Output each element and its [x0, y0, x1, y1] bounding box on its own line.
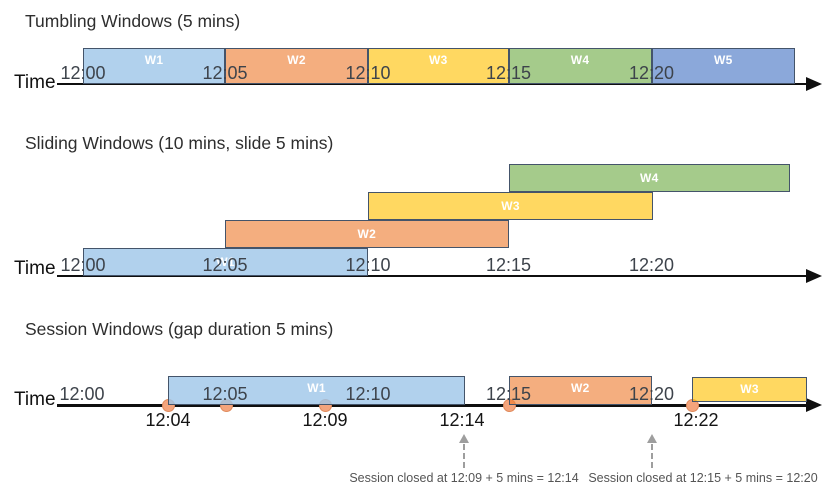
window-label: W3: [740, 382, 759, 396]
tumbling-window-w5: W5: [651, 48, 795, 84]
window-label: W2: [287, 53, 306, 67]
event-time-label: 12:22: [673, 410, 719, 430]
window-label: W1: [216, 255, 235, 269]
session-section-title: Session Windows (gap duration 5 mins): [25, 319, 334, 339]
dashed-arrow-line: [462, 444, 465, 468]
window-label: W5: [713, 53, 733, 67]
tumbling-window-w1: W1: [83, 48, 225, 84]
tick-label: 12:20: [628, 62, 675, 83]
sliding-window-w1: W1: [83, 248, 368, 276]
event-time-label: 12:09: [302, 410, 348, 430]
tumbling-time-label: Time: [14, 72, 56, 93]
window-label: W2: [570, 381, 590, 395]
session-timeline-arrowhead-icon: [806, 398, 822, 413]
up-arrow-icon: [647, 434, 657, 443]
window-label: W4: [639, 171, 659, 185]
tick-label: 12:05: [202, 254, 248, 275]
session-window-w1: W1: [168, 376, 465, 405]
tick-label: 12:15: [485, 62, 532, 83]
window-label: W1: [144, 53, 164, 67]
dashed-arrow-line: [651, 444, 653, 468]
window-label: W1: [307, 381, 326, 395]
tumbling-window-w4: W4: [508, 48, 652, 84]
tick-label: 12:10: [345, 62, 391, 83]
sliding-window-w3: W3: [368, 192, 653, 220]
tick-label: 12:00: [60, 62, 106, 83]
session-time-label: Time: [14, 389, 56, 410]
tick-label: 12:15: [485, 384, 532, 404]
tick-label: 12:05: [202, 62, 248, 83]
tumbling-window-w3: W3: [368, 48, 509, 84]
session-close-annotation: Session closed at 12:15 + 5 mins = 12:20: [588, 471, 818, 485]
up-arrow-icon: [458, 434, 469, 443]
window-label: W3: [501, 199, 520, 213]
sliding-window-w2: W2: [225, 220, 509, 248]
event-time-label: 12:14: [439, 410, 485, 430]
tumbling-section-title: Tumbling Windows (5 mins): [25, 11, 241, 31]
tick-label: 12:00: [60, 254, 106, 275]
sliding-timeline: [57, 274, 806, 278]
tick-label: 12:20: [628, 384, 675, 404]
session-window-w3: W3: [692, 377, 807, 402]
tick-label: 12:05: [202, 384, 248, 404]
tick-label: 12:10: [345, 384, 391, 404]
sliding-timeline-arrowhead-icon: [806, 268, 822, 283]
window-label: W3: [428, 53, 448, 67]
sliding-window-w4: W4: [508, 164, 790, 192]
tick-label: 12:10: [345, 254, 391, 275]
sliding-section-title: Sliding Windows (10 mins, slide 5 mins): [25, 133, 334, 153]
tick-label: 12:15: [485, 254, 532, 275]
tumbling-window-w2: W2: [225, 48, 368, 84]
window-label: W4: [570, 53, 590, 67]
tick-label: 12:20: [628, 254, 675, 275]
session-close-annotation: Session closed at 12:09 + 5 mins = 12:14: [349, 471, 579, 485]
event-time-label: 12:04: [145, 410, 191, 430]
window-label: W2: [357, 227, 377, 241]
tick-label: 12:00: [59, 384, 105, 404]
session-window-w2: W2: [508, 376, 652, 405]
session-timeline: [57, 404, 806, 407]
sliding-time-label: Time: [14, 258, 56, 279]
tumbling-timeline-arrowhead-icon: [806, 76, 822, 91]
